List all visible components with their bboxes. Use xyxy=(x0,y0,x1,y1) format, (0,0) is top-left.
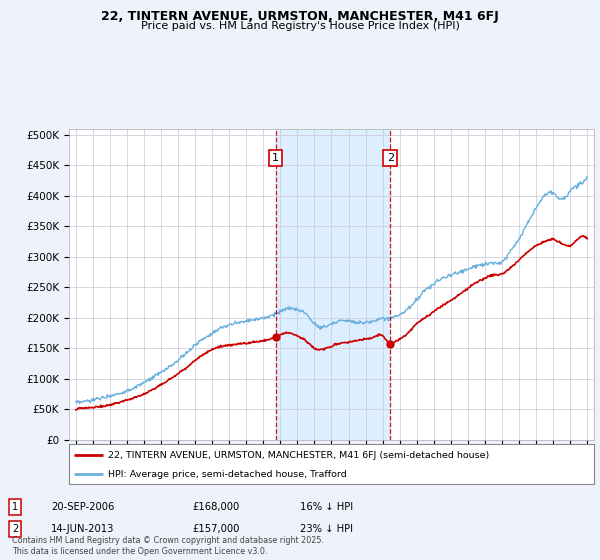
Text: HPI: Average price, semi-detached house, Trafford: HPI: Average price, semi-detached house,… xyxy=(109,470,347,479)
Bar xyxy=(275,129,391,440)
Text: 1: 1 xyxy=(12,502,18,512)
Text: 1: 1 xyxy=(272,153,279,163)
Text: 16% ↓ HPI: 16% ↓ HPI xyxy=(300,502,353,512)
Text: £168,000: £168,000 xyxy=(192,502,239,512)
Text: 22, TINTERN AVENUE, URMSTON, MANCHESTER, M41 6FJ (semi-detached house): 22, TINTERN AVENUE, URMSTON, MANCHESTER,… xyxy=(109,451,490,460)
Text: 23% ↓ HPI: 23% ↓ HPI xyxy=(300,524,353,534)
Text: 2: 2 xyxy=(387,153,394,163)
Text: 22, TINTERN AVENUE, URMSTON, MANCHESTER, M41 6FJ: 22, TINTERN AVENUE, URMSTON, MANCHESTER,… xyxy=(101,10,499,22)
Text: £157,000: £157,000 xyxy=(192,524,239,534)
Text: Contains HM Land Registry data © Crown copyright and database right 2025.
This d: Contains HM Land Registry data © Crown c… xyxy=(12,536,324,556)
Text: 2: 2 xyxy=(12,524,18,534)
Text: Price paid vs. HM Land Registry's House Price Index (HPI): Price paid vs. HM Land Registry's House … xyxy=(140,21,460,31)
Text: 14-JUN-2013: 14-JUN-2013 xyxy=(51,524,115,534)
Text: 20-SEP-2006: 20-SEP-2006 xyxy=(51,502,115,512)
